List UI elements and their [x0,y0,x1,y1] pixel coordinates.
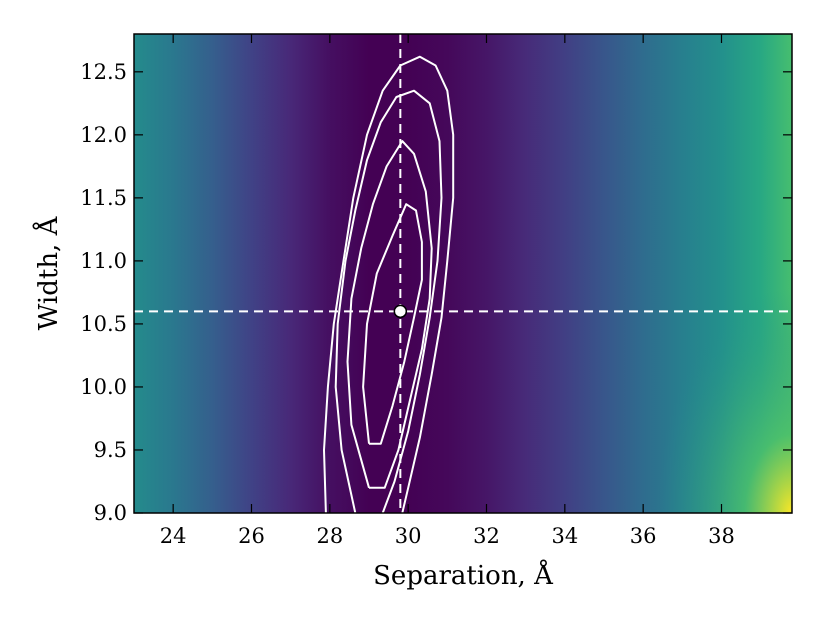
y-tick-label: 11.5 [80,186,127,210]
y-tick-label: 12.0 [80,123,127,147]
y-tick-label: 12.5 [80,60,127,84]
contour-line-2 [346,140,433,489]
x-tick-label: 28 [316,524,343,548]
y-tick-label: 9.0 [94,501,127,525]
x-tick-label: 26 [238,524,265,548]
plot-area [134,34,792,513]
x-tick-label: 32 [473,524,500,548]
y-tick-label: 10.0 [80,375,127,399]
y-tick-label: 9.5 [94,438,127,462]
x-tick-label: 34 [551,524,578,548]
y-tick-label: 10.5 [80,312,127,336]
y-axis-label: Width, Å [32,215,64,330]
x-tick-label: 30 [395,524,422,548]
axes: 24 26 28 30 32 34 36 38 9.0 9.5 10.0 10.5 11.0 11.5 12… [80,33,793,548]
contour-line-3 [334,89,443,513]
x-tick-label: 38 [708,524,735,548]
contour-line-1 [362,203,423,445]
x-axis-label: Separation, Å [373,559,554,591]
plot-frame [133,33,793,514]
contour-line-4 [323,55,455,513]
x-tick-label: 24 [160,524,187,548]
heatmap-corner-highlight [642,263,792,513]
x-tick-label: 36 [630,524,657,548]
y-tick-label: 11.0 [80,249,127,273]
best-fit-point [393,304,408,319]
